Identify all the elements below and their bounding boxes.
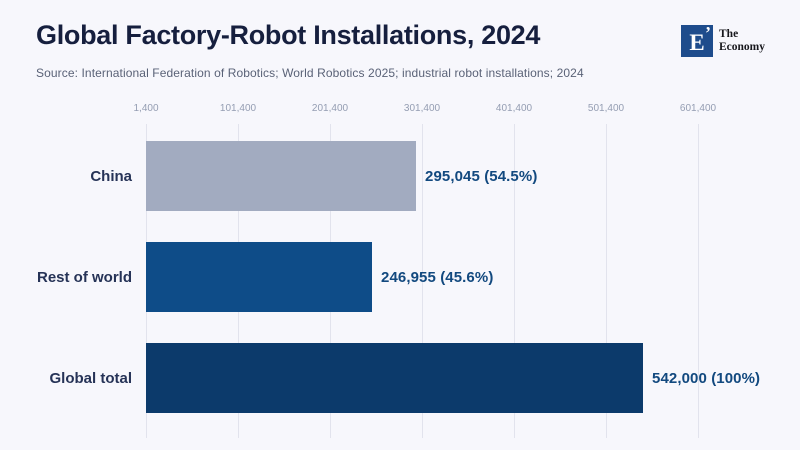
x-axis-tick-label: 401,400 [495,103,533,114]
category-label: Rest of world [36,268,132,286]
x-axis-tick-label: 201,400 [311,103,349,114]
x-axis-tick-label: 501,400 [587,103,625,114]
category-label: China [90,167,132,185]
value-label: 246,955 (45.6%) [381,268,494,286]
value-label: 542,000 (100%) [652,369,761,387]
logo-wordmark-line1: The [719,28,739,40]
logo-letter: E [689,29,705,55]
bar[interactable] [146,343,643,413]
gridline [698,124,699,438]
logo-quote-mark: ’ [705,23,711,43]
logo-e-icon: E ’ [681,23,713,57]
bar[interactable] [146,141,416,211]
category-label: Global total [49,369,133,387]
x-axis-tick-label: 101,400 [219,103,257,114]
logo-wordmark: The Economy [719,28,765,57]
bar[interactable] [146,242,372,312]
source-note: Source: International Federation of Robo… [36,66,584,80]
gridline [514,124,515,438]
gridline [422,124,423,438]
gridline [606,124,607,438]
publisher-logo: E ’ The Economy [681,23,765,57]
value-label: 295,045 (54.5%) [425,167,538,185]
logo-wordmark-line2: Economy [719,41,765,54]
page-title: Global Factory-Robot Installations, 2024 [36,20,541,50]
x-axis-tick-label: 1,400 [133,103,159,114]
x-axis-tick-label: 601,400 [679,103,717,114]
x-axis-tick-label: 301,400 [403,103,441,114]
